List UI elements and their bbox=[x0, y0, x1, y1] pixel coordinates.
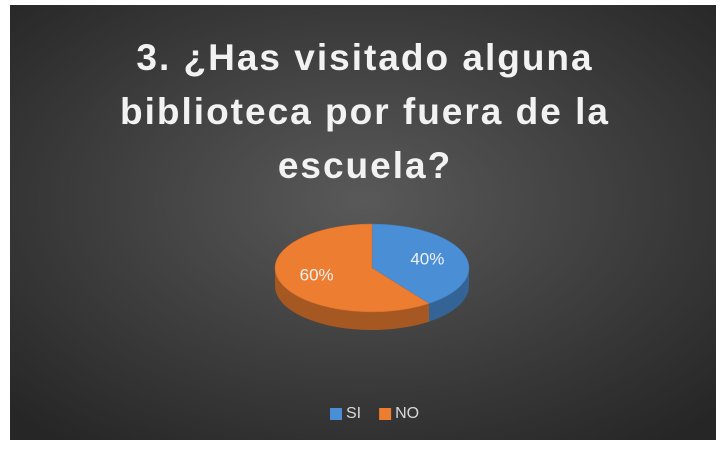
legend-label: SI bbox=[346, 405, 361, 422]
pie-slice bbox=[274, 223, 430, 313]
pie-slice bbox=[371, 223, 470, 304]
legend-label: NO bbox=[395, 405, 419, 422]
data-label: 60% bbox=[300, 266, 334, 285]
pie-slice-side bbox=[275, 268, 430, 331]
legend-swatch bbox=[330, 408, 342, 420]
chart-title: 3. ¿Has visitado alguna biblioteca por fu… bbox=[120, 37, 610, 186]
chart-background bbox=[10, 5, 716, 440]
legend: SI NO bbox=[330, 405, 419, 422]
data-label: 40% bbox=[410, 249, 444, 268]
legend-swatch bbox=[379, 408, 392, 420]
